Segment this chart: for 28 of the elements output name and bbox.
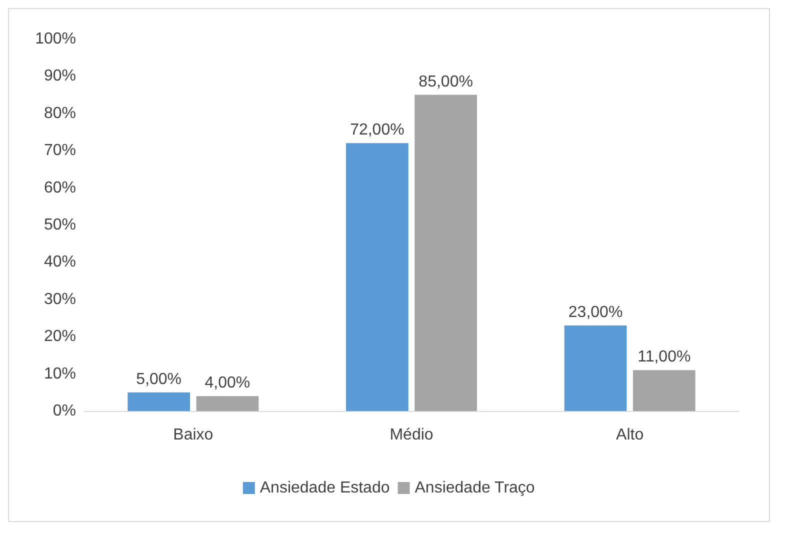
y-tick-label: 10%: [44, 365, 76, 382]
y-tick-label: 90%: [44, 68, 76, 85]
data-label: 72,00%: [350, 122, 404, 139]
y-tick-label: 70%: [44, 142, 76, 160]
x-tick-label: Baixo: [173, 426, 214, 444]
bar: [346, 143, 408, 411]
legend-label: Ansiedade Traço: [414, 480, 535, 496]
bar: [564, 325, 627, 411]
data-label: 5,00%: [136, 370, 182, 388]
data-label: 23,00%: [568, 304, 623, 321]
y-tick-label: 50%: [44, 216, 76, 234]
bar: [632, 370, 696, 411]
y-tick-label: 30%: [44, 290, 76, 308]
legend-label: Ansiedade Estado: [260, 480, 390, 496]
bar: [128, 392, 190, 411]
x-tick-label: Alto: [616, 426, 644, 444]
y-tick-label: 60%: [44, 179, 76, 196]
data-label: 85,00%: [418, 73, 473, 90]
y-tick-label: 20%: [44, 328, 76, 346]
y-tick-label: 100%: [35, 30, 76, 48]
y-tick-label: 0%: [52, 402, 76, 420]
x-tick-label: Médio: [390, 426, 434, 444]
y-tick-label: 80%: [44, 104, 76, 122]
y-tick-label: 40%: [44, 254, 76, 271]
bar: [414, 94, 477, 411]
data-label: 4,00%: [204, 374, 250, 392]
bar: [196, 396, 259, 411]
data-label: 11,00%: [638, 348, 691, 366]
